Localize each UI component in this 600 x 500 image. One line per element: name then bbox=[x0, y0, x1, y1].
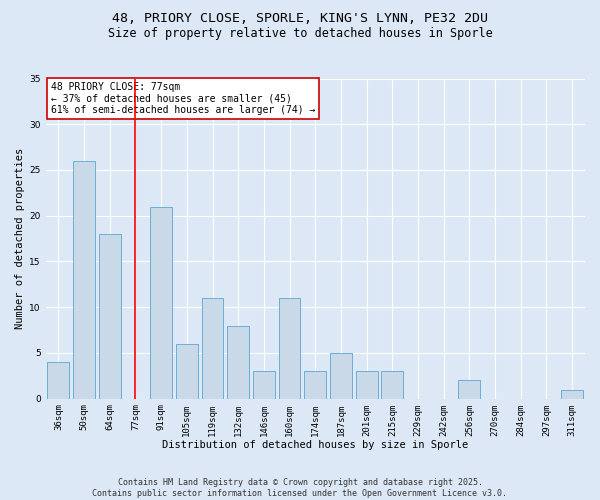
Bar bbox=[382, 372, 403, 398]
Bar bbox=[99, 234, 121, 398]
Bar bbox=[47, 362, 69, 399]
Bar bbox=[202, 298, 223, 398]
Text: 48, PRIORY CLOSE, SPORLE, KING'S LYNN, PE32 2DU: 48, PRIORY CLOSE, SPORLE, KING'S LYNN, P… bbox=[112, 12, 488, 26]
Bar bbox=[73, 161, 95, 398]
Text: Size of property relative to detached houses in Sporle: Size of property relative to detached ho… bbox=[107, 28, 493, 40]
Bar bbox=[561, 390, 583, 398]
Bar bbox=[304, 372, 326, 398]
Bar bbox=[278, 298, 301, 398]
Bar bbox=[253, 372, 275, 398]
Bar bbox=[356, 372, 377, 398]
Text: 48 PRIORY CLOSE: 77sqm
← 37% of detached houses are smaller (45)
61% of semi-det: 48 PRIORY CLOSE: 77sqm ← 37% of detached… bbox=[51, 82, 315, 115]
Bar bbox=[458, 380, 481, 398]
Y-axis label: Number of detached properties: Number of detached properties bbox=[15, 148, 25, 329]
Bar bbox=[227, 326, 249, 398]
Bar bbox=[330, 353, 352, 399]
Bar bbox=[150, 206, 172, 398]
Text: Contains HM Land Registry data © Crown copyright and database right 2025.
Contai: Contains HM Land Registry data © Crown c… bbox=[92, 478, 508, 498]
Bar bbox=[176, 344, 198, 399]
X-axis label: Distribution of detached houses by size in Sporle: Distribution of detached houses by size … bbox=[162, 440, 469, 450]
